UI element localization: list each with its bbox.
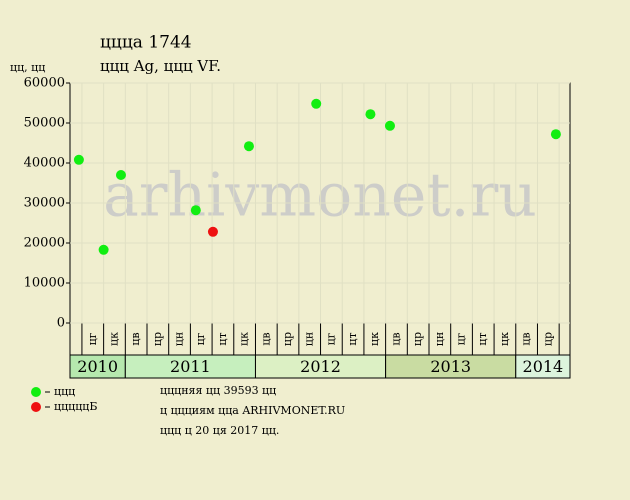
month-label: цк xyxy=(498,332,511,346)
y-tick-label: 60000 xyxy=(24,76,65,91)
month-label: цк xyxy=(238,332,251,346)
month-label: цр xyxy=(541,332,554,346)
note: ц ццциям цца ARHIVMONET.RU xyxy=(160,404,345,417)
year-band xyxy=(515,354,571,379)
note: цццняя цц 39593 цц xyxy=(160,384,276,397)
point xyxy=(98,244,109,255)
month-label: цт xyxy=(346,332,359,345)
y-tick-label: 50000 xyxy=(24,116,65,131)
year-label: 2010 xyxy=(77,357,118,376)
month-label: цр xyxy=(281,332,294,346)
month-label: цт xyxy=(216,332,229,345)
month-label: цн xyxy=(433,332,446,346)
chart-subtitle: ццц Ag, ццц VF. xyxy=(100,57,221,75)
y-tick-label: 30000 xyxy=(24,196,65,211)
month-label: цн xyxy=(173,332,186,346)
month-label: цг xyxy=(86,332,99,345)
point xyxy=(115,170,126,180)
month-label: цр xyxy=(151,332,164,346)
month-label: цв xyxy=(259,332,272,345)
legend-label: ццц xyxy=(54,385,75,398)
note: ццц ц 20 ця 2017 цц. xyxy=(160,424,279,437)
point xyxy=(550,129,561,140)
month-label: цг xyxy=(455,332,468,345)
y-tick-label: 40000 xyxy=(24,156,65,171)
legend-label: цццццБ xyxy=(54,400,97,413)
month-label: цк xyxy=(107,332,120,346)
month-label: цв xyxy=(389,332,402,345)
point xyxy=(190,205,201,216)
legend-marker xyxy=(31,402,41,412)
month-label: цк xyxy=(368,332,381,346)
month-label: цр xyxy=(411,332,424,346)
point xyxy=(73,154,84,165)
y-tick-label: 20000 xyxy=(24,236,65,251)
month-label: цт xyxy=(476,332,489,345)
month-label: цг xyxy=(194,332,207,345)
legend-marker xyxy=(31,387,41,397)
point xyxy=(311,98,322,109)
watermark: arhivmonet.ru xyxy=(103,161,537,231)
month-label: цг xyxy=(324,332,337,345)
point xyxy=(243,141,254,152)
year-label: 2012 xyxy=(300,357,341,376)
month-label: цв xyxy=(520,332,533,345)
year-label: 2011 xyxy=(170,357,211,376)
year-label: 2014 xyxy=(523,357,564,376)
month-label: цн xyxy=(303,332,316,346)
y-tick-label: 0 xyxy=(57,316,65,331)
point xyxy=(384,120,395,131)
y-tick-label: 10000 xyxy=(24,276,65,291)
year-label: 2013 xyxy=(430,357,471,376)
point xyxy=(365,109,376,120)
y-axis-label: цц, цц xyxy=(10,61,45,74)
point xyxy=(207,226,218,237)
month-label: цв xyxy=(129,332,142,345)
chart-title: ццца 1744 xyxy=(100,33,192,53)
